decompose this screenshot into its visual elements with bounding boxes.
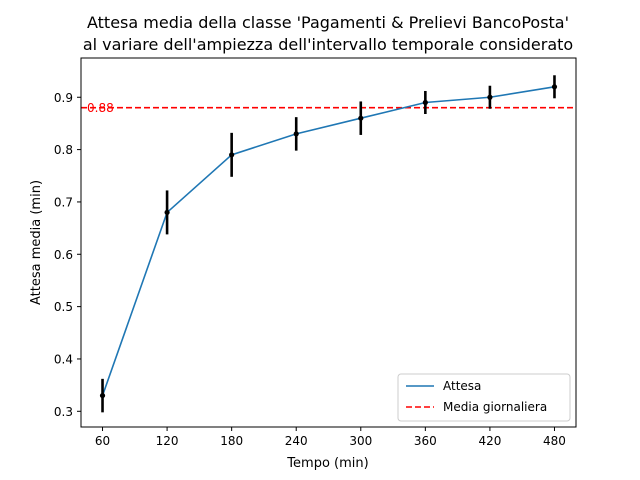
y-tick-label: 0.8 [54,143,73,157]
y-tick-label: 0.5 [54,300,73,314]
x-tick-label: 240 [285,434,308,448]
data-point [487,94,493,100]
axes-frame [80,57,577,428]
y-tick-label: 0.3 [54,405,73,419]
x-axis-label: Tempo (min) [286,456,368,471]
x-tick-label: 420 [478,434,501,448]
data-point [293,131,299,137]
x-tick-label: 60 [95,434,110,448]
x-tick-label: 480 [543,434,566,448]
data-point [422,99,428,106]
x-tick-label: 300 [349,434,372,448]
y-tick-label: 0.9 [54,91,73,105]
data-point [99,392,106,399]
data-point [358,115,364,121]
chart-titles: Attesa media della classe 'Pagamenti & P… [29,13,573,471]
plot-area: 60 120 180 240 300 360 420 480 0.3 0.4 0.5 0.6 0.7 0.… [54,57,577,448]
legend: Attesa Media giornaliera [397,373,571,422]
y-tick-label: 0.7 [54,195,73,209]
x-tick-label: 360 [414,434,437,448]
reference-line-label: 0.88 [87,101,114,115]
data-point [229,152,235,158]
y-axis-label: Attesa media (min) [29,180,44,305]
legend-box [397,373,571,422]
data-point [551,84,558,90]
legend-label-attesa: Attesa [443,379,481,393]
chart-title-line-2: al variare dell'ampiezza dell'intervallo… [83,35,573,54]
y-tick-label: 0.6 [54,248,73,262]
series-line-attesa [101,85,555,396]
y-tick-label: 0.4 [54,352,73,366]
legend-label-media-giornaliera: Media giornaliera [443,400,547,414]
x-tick-label: 180 [220,434,243,448]
x-tick-label: 120 [156,434,179,448]
data-point [164,209,170,216]
chart-title-line-1: Attesa media della classe 'Pagamenti & P… [87,13,569,32]
